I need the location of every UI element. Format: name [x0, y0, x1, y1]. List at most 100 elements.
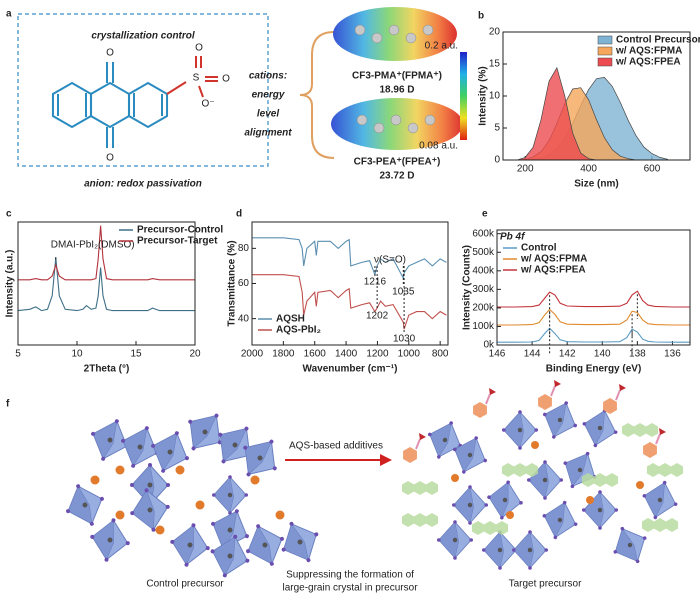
- colorbar-label: 0.2 a.u.: [425, 41, 458, 52]
- bond: [198, 85, 204, 98]
- atom: [424, 114, 436, 126]
- panel-label: a: [6, 9, 12, 20]
- x-tick-label: 1800: [272, 349, 295, 360]
- halide: [151, 527, 156, 532]
- halide: [191, 446, 196, 451]
- legend-label: AQSH: [276, 314, 305, 325]
- cation: [90, 475, 100, 485]
- x-tick-label: 5: [15, 349, 21, 360]
- octahedron: [210, 534, 250, 578]
- additive-molecule: [501, 463, 539, 477]
- lead: [452, 537, 458, 543]
- lead: [297, 539, 303, 545]
- line: [252, 237, 447, 280]
- x-tick-label: 1600: [304, 349, 327, 360]
- halide: [635, 559, 640, 564]
- halide: [130, 483, 134, 487]
- atom-label: O: [106, 153, 114, 164]
- halide: [552, 435, 556, 439]
- molecule-ring: [425, 513, 439, 527]
- halide: [289, 521, 294, 526]
- lead: [107, 537, 113, 543]
- octahedron-face: [488, 481, 509, 519]
- halide: [593, 443, 598, 448]
- octahedron-face: [564, 453, 589, 487]
- molecule-ring: [605, 473, 619, 487]
- panel-label: c: [6, 209, 12, 220]
- group-label: Target precursor: [509, 579, 582, 590]
- lead: [227, 527, 233, 533]
- halide: [233, 534, 238, 539]
- halide: [161, 468, 166, 473]
- octahedron: [613, 526, 647, 564]
- octahedron-face: [247, 525, 273, 565]
- atom-label: S: [193, 73, 200, 84]
- annotation: ν(S=O): [374, 255, 406, 266]
- halide: [184, 562, 189, 567]
- annotation: 1202: [366, 311, 389, 322]
- cf3-group: [554, 380, 561, 387]
- y-tick-label: 300k: [472, 284, 495, 295]
- halide: [256, 524, 261, 529]
- molecule-ring: [425, 481, 439, 495]
- cation-tail: [485, 393, 491, 405]
- halide: [166, 483, 170, 487]
- halide: [221, 459, 226, 464]
- cation: [451, 474, 459, 482]
- halide: [170, 539, 175, 544]
- lead: [467, 502, 473, 508]
- octahedron: [66, 484, 104, 526]
- y-tick-label: 200k: [472, 303, 495, 314]
- lead: [527, 547, 533, 553]
- cation: [155, 525, 165, 535]
- halide: [487, 495, 491, 499]
- atom: [356, 114, 368, 126]
- x-tick-label: 800: [432, 349, 449, 360]
- halide: [306, 558, 311, 563]
- atom: [390, 114, 402, 126]
- halide: [512, 548, 516, 552]
- x-tick-label: 200: [517, 164, 534, 175]
- lead: [627, 542, 633, 548]
- halide: [281, 547, 286, 552]
- octahedron: [542, 500, 578, 540]
- cation-tail: [655, 433, 661, 445]
- y-tick-label: 60: [238, 278, 250, 289]
- x-axis-label: 2Theta (°): [84, 364, 130, 375]
- halide: [614, 508, 618, 512]
- halide: [184, 456, 189, 461]
- molecule-ring: [483, 521, 497, 535]
- octahedron-face: [122, 427, 148, 467]
- halide: [673, 502, 678, 506]
- cation: [115, 465, 125, 475]
- lead: [137, 444, 143, 450]
- halide: [90, 534, 95, 539]
- brace: [299, 31, 335, 159]
- halide: [449, 421, 453, 425]
- halide: [570, 484, 575, 489]
- octahedron-face: [483, 531, 504, 569]
- y-tick-label: 500k: [472, 247, 495, 258]
- halide: [279, 536, 284, 541]
- octahedron: [642, 480, 678, 520]
- x-axis-label: Wavenumber (cm⁻¹): [303, 364, 398, 375]
- halide: [453, 520, 457, 524]
- x-tick-label: 400: [580, 164, 597, 175]
- cation-tail: [415, 438, 421, 450]
- atom: [407, 122, 419, 134]
- octahedron-face: [544, 502, 565, 538]
- halide: [585, 451, 590, 456]
- lead: [597, 425, 603, 431]
- lead: [557, 417, 563, 423]
- molecule-ring: [641, 518, 655, 532]
- halide: [559, 478, 563, 482]
- lead: [167, 449, 173, 455]
- anion-title: crystallization control: [91, 31, 195, 42]
- additive-molecule: [401, 513, 439, 527]
- atom-label: O: [195, 43, 203, 54]
- halide: [483, 458, 488, 463]
- y-tick-label: 80: [238, 243, 250, 254]
- lead: [557, 517, 563, 523]
- halide: [272, 466, 277, 471]
- y-tick-label: 0: [494, 155, 500, 166]
